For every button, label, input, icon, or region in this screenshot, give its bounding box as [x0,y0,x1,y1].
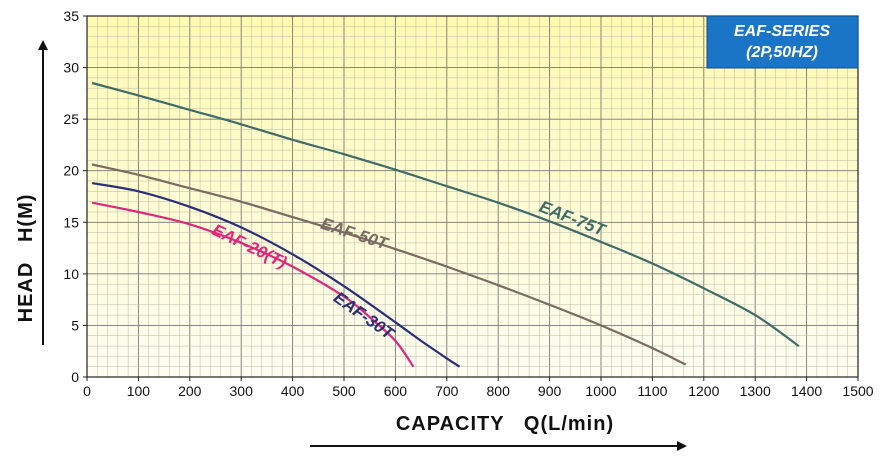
x-tick-label: 600 [384,383,408,399]
y-tick-label: 15 [63,214,79,230]
x-tick-label: 0 [83,383,91,399]
x-tick-label: 100 [127,383,151,399]
x-tick-label: 1400 [791,383,822,399]
y-tick-label: 35 [63,8,79,24]
plot-frame [86,15,859,378]
series-badge: EAF-SERIES (2P,50HZ) [706,15,859,69]
x-tick-label: 300 [230,383,254,399]
x-tick-label: 1200 [688,383,719,399]
series-line-eaf-50t [91,163,687,366]
y-axis-title: HEAD H(M) [15,194,37,323]
x-tick-label: 900 [538,383,562,399]
x-axis-title: CAPACITY Q(L/min) [396,413,614,435]
y-tick-label: 25 [63,111,79,127]
series-line-eaf-30t [91,182,461,368]
series-line-eaf-20-t [91,201,415,368]
grid [86,15,859,378]
series-line-eaf-75t [91,81,800,347]
x-tick-label: 800 [487,383,511,399]
y-tick-label: 0 [71,369,79,385]
x-tick-label: 1500 [842,383,873,399]
x-tick-label: 1300 [740,383,771,399]
badge-line-1: EAF-SERIES [734,23,830,40]
x-tick-label: 1000 [585,383,616,399]
y-tick-label: 30 [63,60,79,76]
x-tick-label: 700 [435,383,459,399]
plot-area [87,16,858,377]
x-tick-label: 500 [332,383,356,399]
y-tick-label: 10 [63,266,79,282]
y-tick-label: 5 [71,317,79,333]
series-lines [91,81,800,368]
x-tick-label: 400 [281,383,305,399]
tick-labels: 0 100 200 300 400 500 600 700 800 900 1000 1100 1200… [63,8,873,399]
y-tick-label: 20 [63,163,79,179]
x-tick-label: 200 [178,383,202,399]
x-tick-label: 1100 [637,383,667,399]
badge-line-2: (2P,50HZ) [746,44,818,61]
